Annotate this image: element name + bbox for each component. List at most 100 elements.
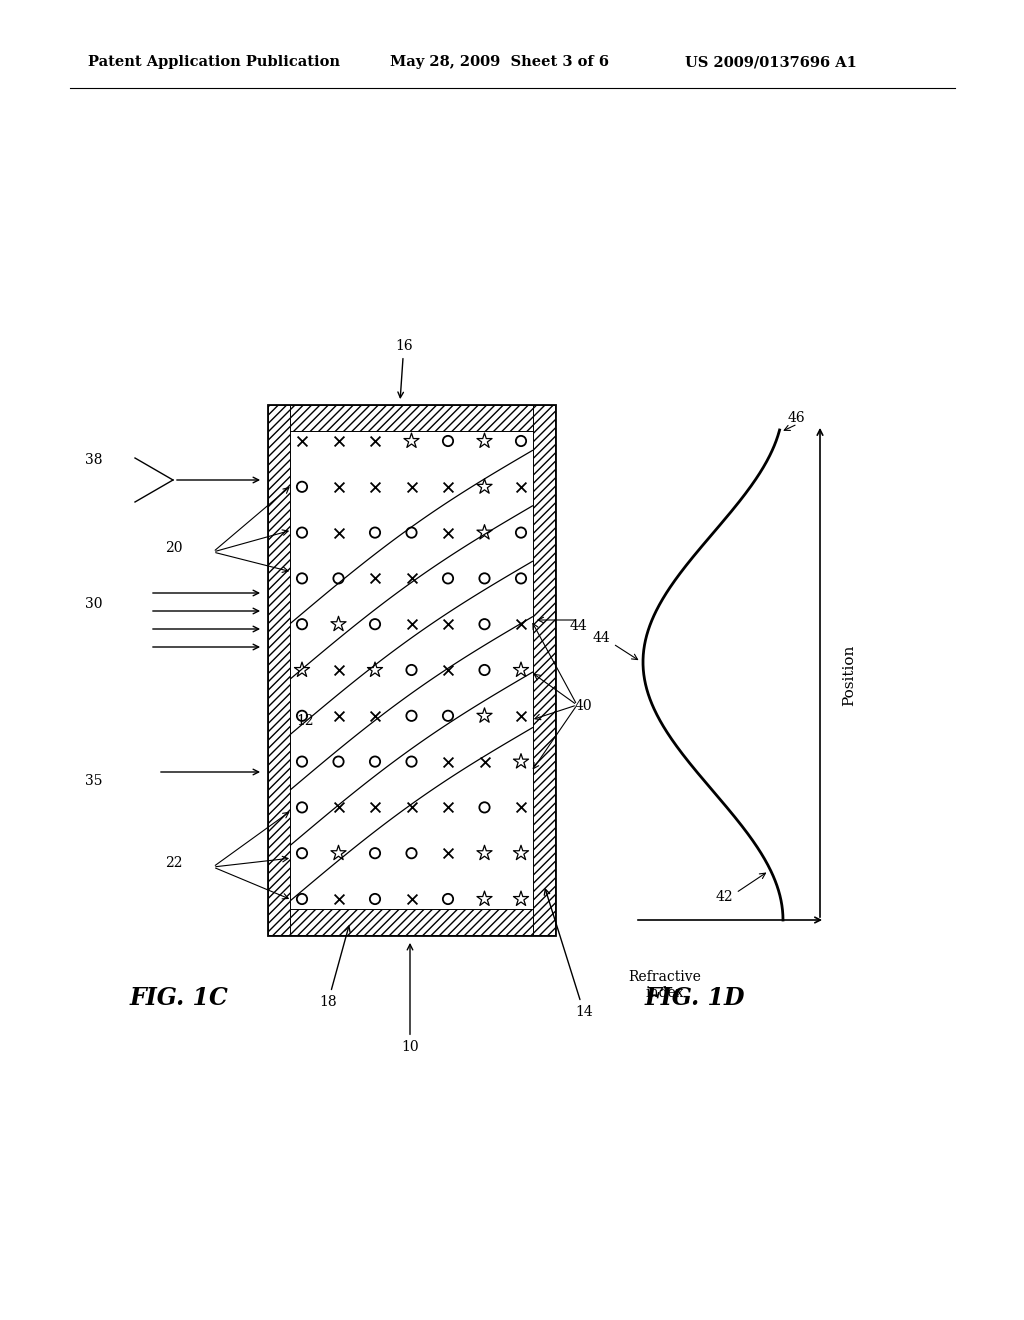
Point [476, 797, 493, 818]
Point [403, 521, 420, 543]
Point [513, 521, 529, 543]
Text: 10: 10 [401, 944, 419, 1053]
Point [440, 842, 457, 863]
Point [440, 751, 457, 772]
Point [294, 568, 310, 589]
Point [513, 477, 529, 498]
Bar [268, 405, 555, 935]
Point [331, 521, 347, 543]
Point [440, 477, 457, 498]
Text: 35: 35 [85, 774, 103, 788]
Point [476, 751, 493, 772]
Text: 44: 44 [593, 631, 610, 644]
Point [476, 568, 493, 589]
Point [403, 477, 420, 498]
Text: 16: 16 [395, 339, 413, 397]
Text: Refractive
index: Refractive index [629, 970, 701, 1001]
Point [331, 751, 347, 772]
Point [367, 705, 383, 726]
Point [513, 751, 529, 772]
Point [367, 842, 383, 863]
Point [476, 521, 493, 543]
Point [367, 888, 383, 909]
Point [294, 751, 310, 772]
Point [476, 430, 493, 451]
Point [403, 888, 420, 909]
Point [331, 477, 347, 498]
Point [403, 430, 420, 451]
Text: Position: Position [842, 644, 856, 706]
Point [294, 430, 310, 451]
Point [367, 797, 383, 818]
Bar [534, 405, 555, 935]
Text: 44: 44 [570, 619, 588, 634]
Point [331, 430, 347, 451]
Text: FIG. 1D: FIG. 1D [645, 986, 745, 1010]
Point [513, 568, 529, 589]
Point [294, 705, 310, 726]
Text: 20: 20 [166, 541, 183, 554]
Point [367, 751, 383, 772]
Point [440, 797, 457, 818]
Text: 22: 22 [166, 855, 183, 870]
Point [476, 888, 493, 909]
Point [294, 797, 310, 818]
Point [513, 842, 529, 863]
Point [367, 614, 383, 635]
Point [440, 521, 457, 543]
Point [294, 888, 310, 909]
Point [331, 614, 347, 635]
Text: FIG. 1C: FIG. 1C [130, 986, 228, 1010]
Point [403, 614, 420, 635]
Text: 42: 42 [716, 890, 733, 904]
Point [331, 568, 347, 589]
Point [367, 568, 383, 589]
Point [476, 614, 493, 635]
Point [367, 477, 383, 498]
Point [403, 568, 420, 589]
Point [440, 568, 457, 589]
Point [403, 797, 420, 818]
Point [367, 430, 383, 451]
Text: 46: 46 [787, 411, 805, 425]
Point [331, 705, 347, 726]
Point [294, 660, 310, 681]
Point [294, 521, 310, 543]
Text: May 28, 2009  Sheet 3 of 6: May 28, 2009 Sheet 3 of 6 [390, 55, 609, 69]
Point [367, 521, 383, 543]
Point [294, 842, 310, 863]
Text: US 2009/0137696 A1: US 2009/0137696 A1 [685, 55, 857, 69]
Point [331, 888, 347, 909]
Point [331, 660, 347, 681]
Point [403, 842, 420, 863]
Point [440, 660, 457, 681]
Point [476, 705, 493, 726]
Point [440, 888, 457, 909]
Text: Patent Application Publication: Patent Application Publication [88, 55, 340, 69]
Point [331, 842, 347, 863]
Point [440, 430, 457, 451]
Point [476, 842, 493, 863]
Point [440, 705, 457, 726]
Point [513, 430, 529, 451]
Point [403, 660, 420, 681]
Text: 30: 30 [85, 597, 103, 611]
Point [513, 614, 529, 635]
Point [294, 477, 310, 498]
Bar [268, 405, 290, 935]
Bar [268, 909, 555, 935]
Point [513, 660, 529, 681]
Point [331, 797, 347, 818]
Text: 38: 38 [85, 453, 103, 467]
Point [403, 705, 420, 726]
Point [367, 660, 383, 681]
Point [513, 888, 529, 909]
Text: 40: 40 [575, 700, 593, 713]
Point [294, 614, 310, 635]
Point [513, 797, 529, 818]
Point [403, 751, 420, 772]
Point [476, 660, 493, 681]
Bar [268, 405, 555, 432]
Text: 14: 14 [545, 890, 593, 1019]
Point [513, 705, 529, 726]
